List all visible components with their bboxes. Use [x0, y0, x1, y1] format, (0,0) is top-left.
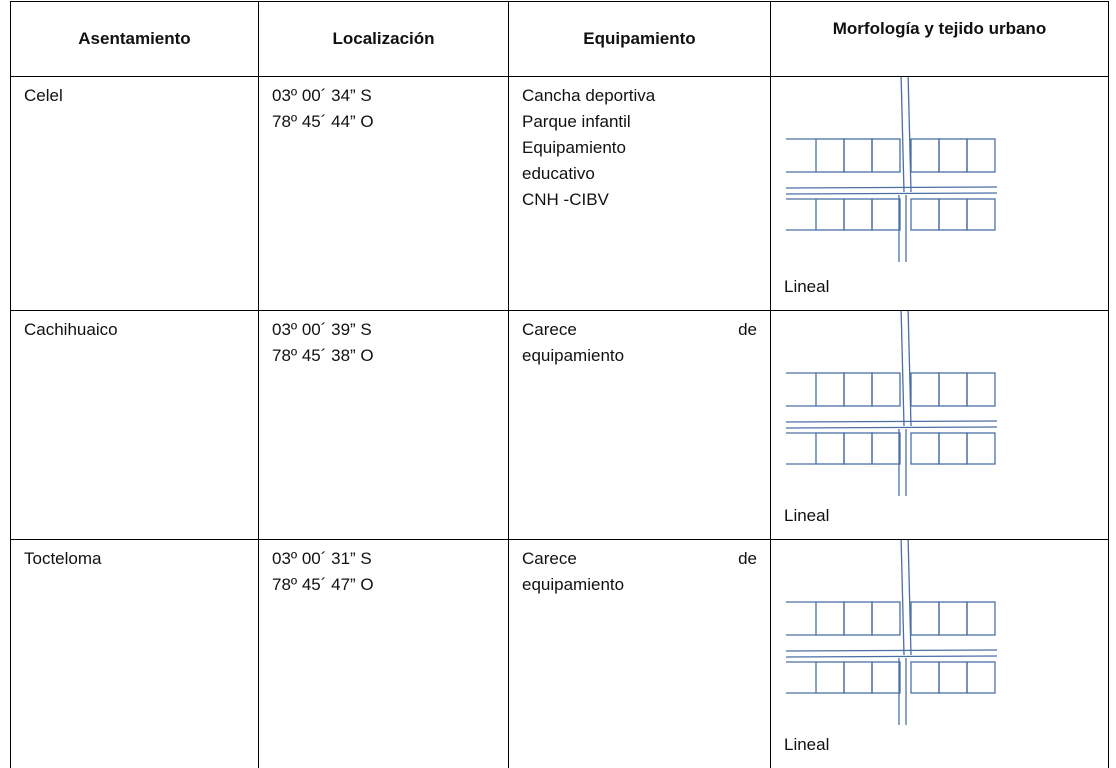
coordinate: 03º 00´ 31” S [272, 546, 495, 572]
equipment-item: CNH -CIBV [522, 187, 757, 213]
header-cell: Localización [259, 2, 509, 77]
equipment-item: Parque infantil [522, 109, 757, 135]
settlement-name: Cachihuaico [11, 311, 259, 540]
morphology-sketch [771, 311, 1109, 501]
coordinate: 78º 45´ 44” O [272, 109, 495, 135]
morphology-label: Lineal [784, 503, 829, 529]
equipment-item: Cancha deportiva [522, 83, 757, 109]
header-row: Asentamiento Localización Equipamiento M… [11, 2, 1109, 77]
header-cell: Equipamiento [509, 2, 771, 77]
morphology-label: Lineal [784, 732, 829, 758]
morphology-label: Lineal [784, 274, 829, 300]
equipment-item: Carece de [522, 546, 757, 572]
equipment-item: educativo [522, 161, 757, 187]
coordinate: 03º 00´ 34” S [272, 83, 495, 109]
header-cell: Morfología y tejido urbano [771, 2, 1109, 77]
coordinate: 78º 45´ 38” O [272, 343, 495, 369]
settlement-name: Tocteloma [11, 540, 259, 768]
morphology-cell: Lineal [771, 540, 1109, 768]
settlement-table: Asentamiento Localización Equipamiento M… [10, 1, 1109, 768]
equipment-item: Carece de [522, 317, 757, 343]
header-cell: Asentamiento [11, 2, 259, 77]
morphology-cell: Lineal [771, 311, 1109, 540]
equipment-item: equipamiento [522, 572, 757, 598]
equipment-item: equipamiento [522, 343, 757, 369]
coordinate: 03º 00´ 39” S [272, 317, 495, 343]
morphology-cell: Lineal [771, 77, 1109, 311]
equipment-item: Equipamiento [522, 135, 757, 161]
settlement-name: Celel [11, 77, 259, 311]
coordinate: 78º 45´ 47” O [272, 572, 495, 598]
morphology-sketch [771, 77, 1109, 267]
morphology-sketch [771, 540, 1109, 730]
